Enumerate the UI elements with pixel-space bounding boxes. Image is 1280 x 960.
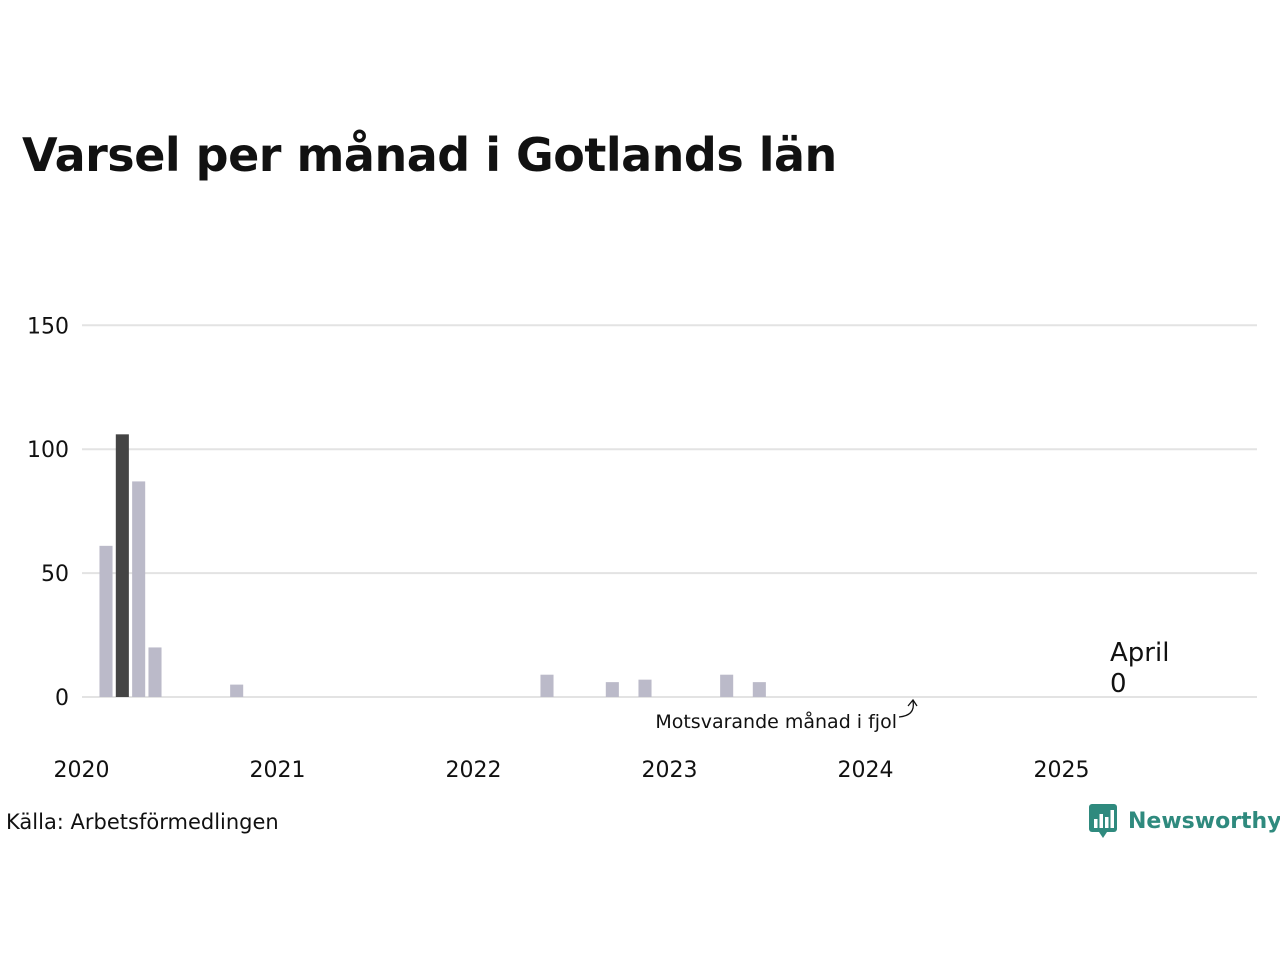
chart-title: Varsel per månad i Gotlands län bbox=[22, 128, 837, 182]
x-tick-label: 2022 bbox=[446, 758, 502, 783]
bar-2020-10 bbox=[230, 684, 244, 697]
bar-2023-06 bbox=[752, 682, 766, 697]
y-tick-label: 100 bbox=[27, 438, 69, 463]
bars bbox=[99, 434, 766, 697]
y-tick-label: 0 bbox=[55, 686, 69, 711]
y-tick-label: 150 bbox=[27, 314, 69, 339]
annotation-arrow bbox=[898, 700, 915, 718]
bar-2023-04 bbox=[720, 674, 734, 697]
y-axis-labels: 0 50 100 150 bbox=[27, 314, 69, 711]
callout-value-label: 0 bbox=[1110, 669, 1127, 699]
annotation-arrowhead bbox=[907, 698, 918, 707]
bar-2020-05 bbox=[148, 647, 162, 697]
x-tick-label: 2025 bbox=[1034, 758, 1090, 783]
x-tick-label: 2023 bbox=[642, 758, 698, 783]
callout-month-label: April bbox=[1110, 638, 1169, 668]
bar-2020-03 bbox=[115, 434, 129, 697]
brand-name: Newsworthy bbox=[1128, 808, 1280, 834]
bar-2022-11 bbox=[638, 679, 652, 697]
x-tick-label: 2020 bbox=[54, 758, 110, 783]
x-axis-labels: 2020 2021 2022 2023 2024 2025 bbox=[54, 758, 1090, 783]
x-tick-label: 2021 bbox=[250, 758, 306, 783]
newsworthy-logo-icon bbox=[1089, 804, 1117, 838]
annotation-text: Motsvarande månad i fjol bbox=[655, 710, 897, 733]
x-tick-label: 2024 bbox=[838, 758, 894, 783]
bar-2020-04 bbox=[132, 481, 146, 697]
bar-2020-02 bbox=[99, 545, 113, 697]
annotation: Motsvarande månad i fjol bbox=[655, 698, 918, 733]
brand-logo: Newsworthy bbox=[1088, 803, 1280, 839]
bar-2022-05 bbox=[540, 674, 554, 697]
bar-2022-09 bbox=[605, 682, 619, 697]
grid-lines bbox=[82, 324, 1257, 698]
latest-callout: April 0 bbox=[1110, 638, 1169, 699]
y-tick-label: 50 bbox=[41, 562, 69, 587]
source-note: Källa: Arbetsförmedlingen bbox=[6, 810, 279, 834]
